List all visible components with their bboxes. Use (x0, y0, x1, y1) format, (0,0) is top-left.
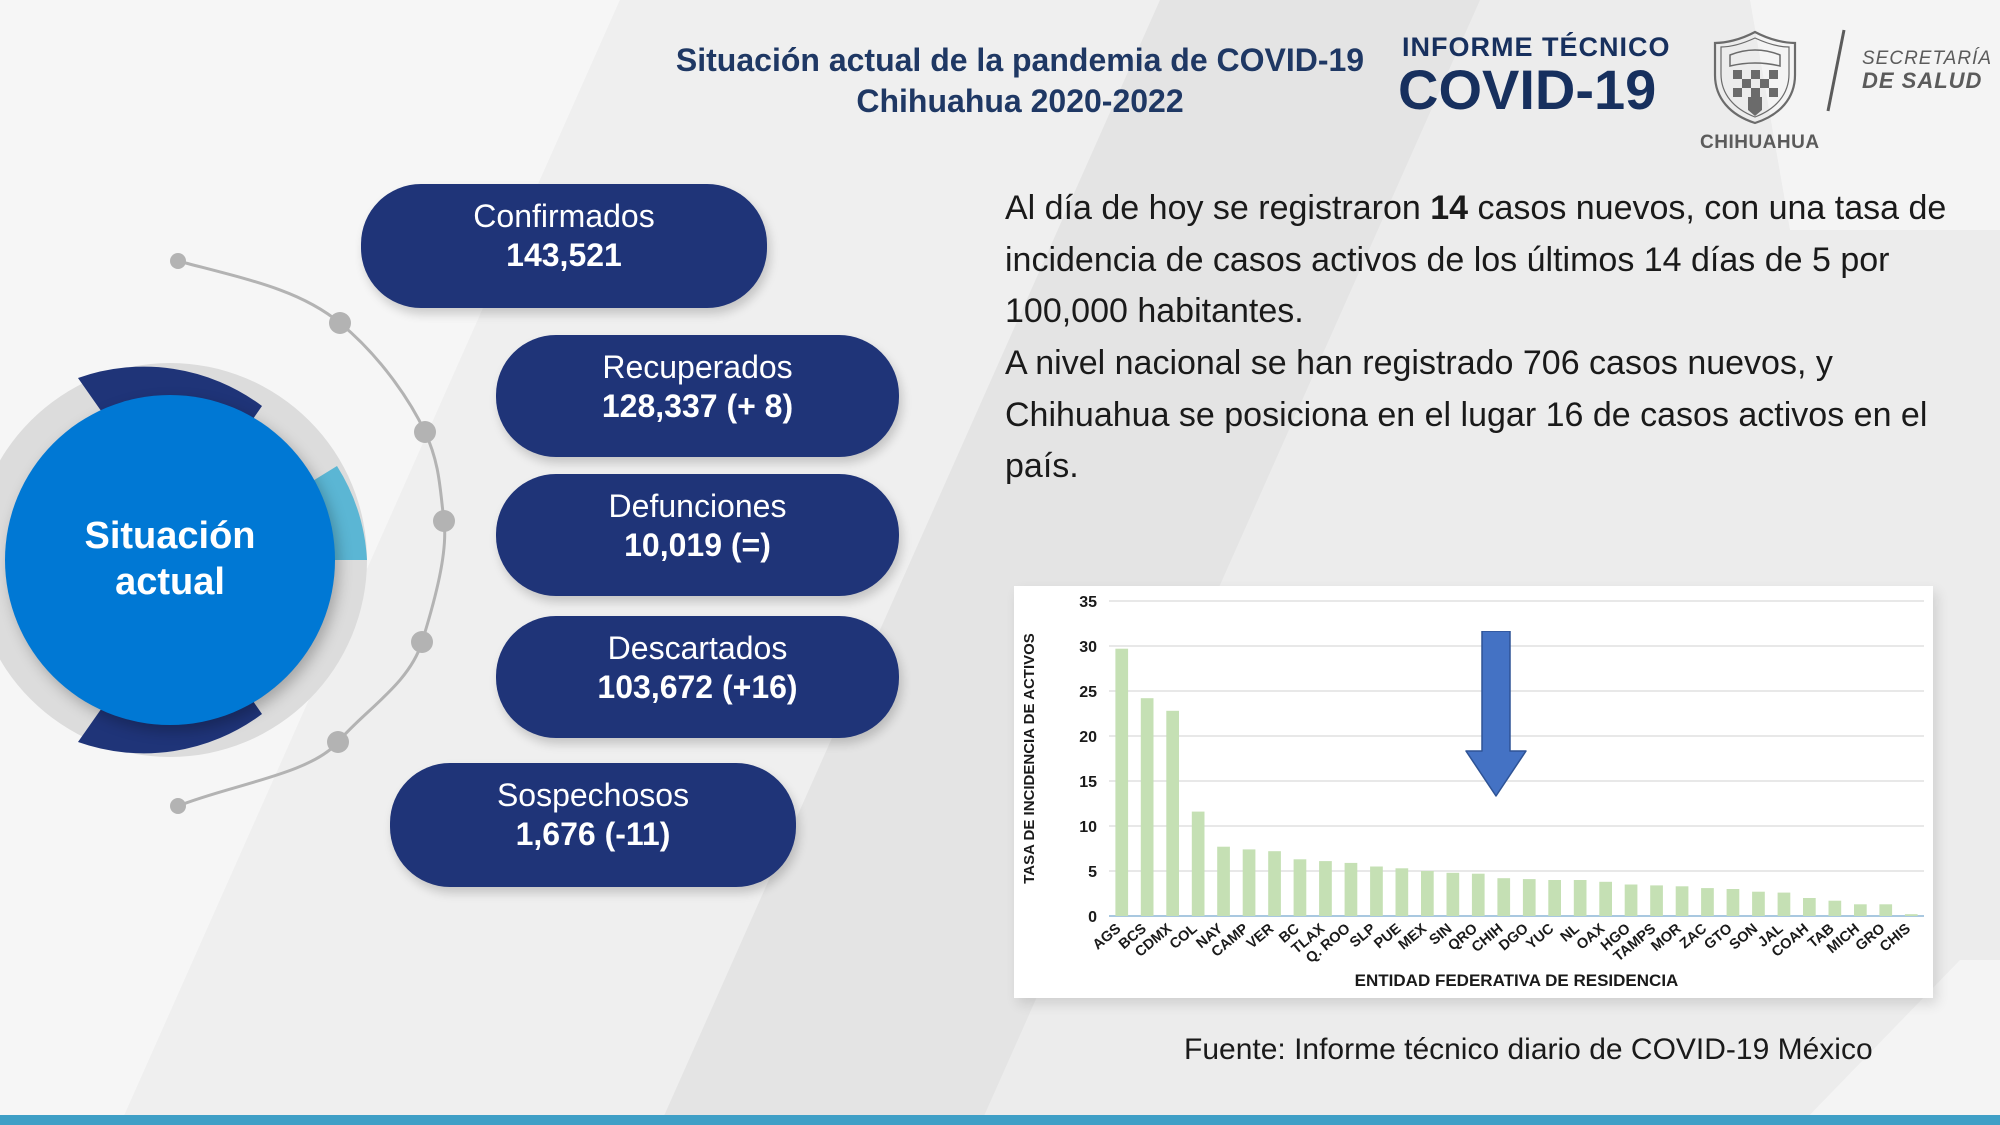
svg-text:CHIS: CHIS (1877, 921, 1914, 956)
svg-text:15: 15 (1079, 774, 1097, 791)
svg-text:30: 30 (1079, 639, 1097, 656)
svg-text:TASA DE INCIDENCIA DE ACTIVOS: TASA DE INCIDENCIA DE ACTIVOS (1021, 633, 1038, 884)
svg-text:SLP: SLP (1347, 921, 1379, 952)
svg-text:ENTIDAD FEDERATIVA DE RESIDENC: ENTIDAD FEDERATIVA DE RESIDENCIA (1355, 971, 1679, 990)
svg-text:25: 25 (1079, 684, 1097, 701)
svg-text:0: 0 (1088, 909, 1097, 926)
svg-text:MEX: MEX (1396, 921, 1431, 954)
svg-text:35: 35 (1079, 594, 1097, 611)
svg-text:YUC: YUC (1524, 920, 1558, 952)
svg-text:VER: VER (1244, 920, 1278, 952)
svg-text:20: 20 (1079, 729, 1097, 746)
svg-text:10: 10 (1079, 819, 1097, 836)
svg-text:5: 5 (1088, 864, 1097, 881)
